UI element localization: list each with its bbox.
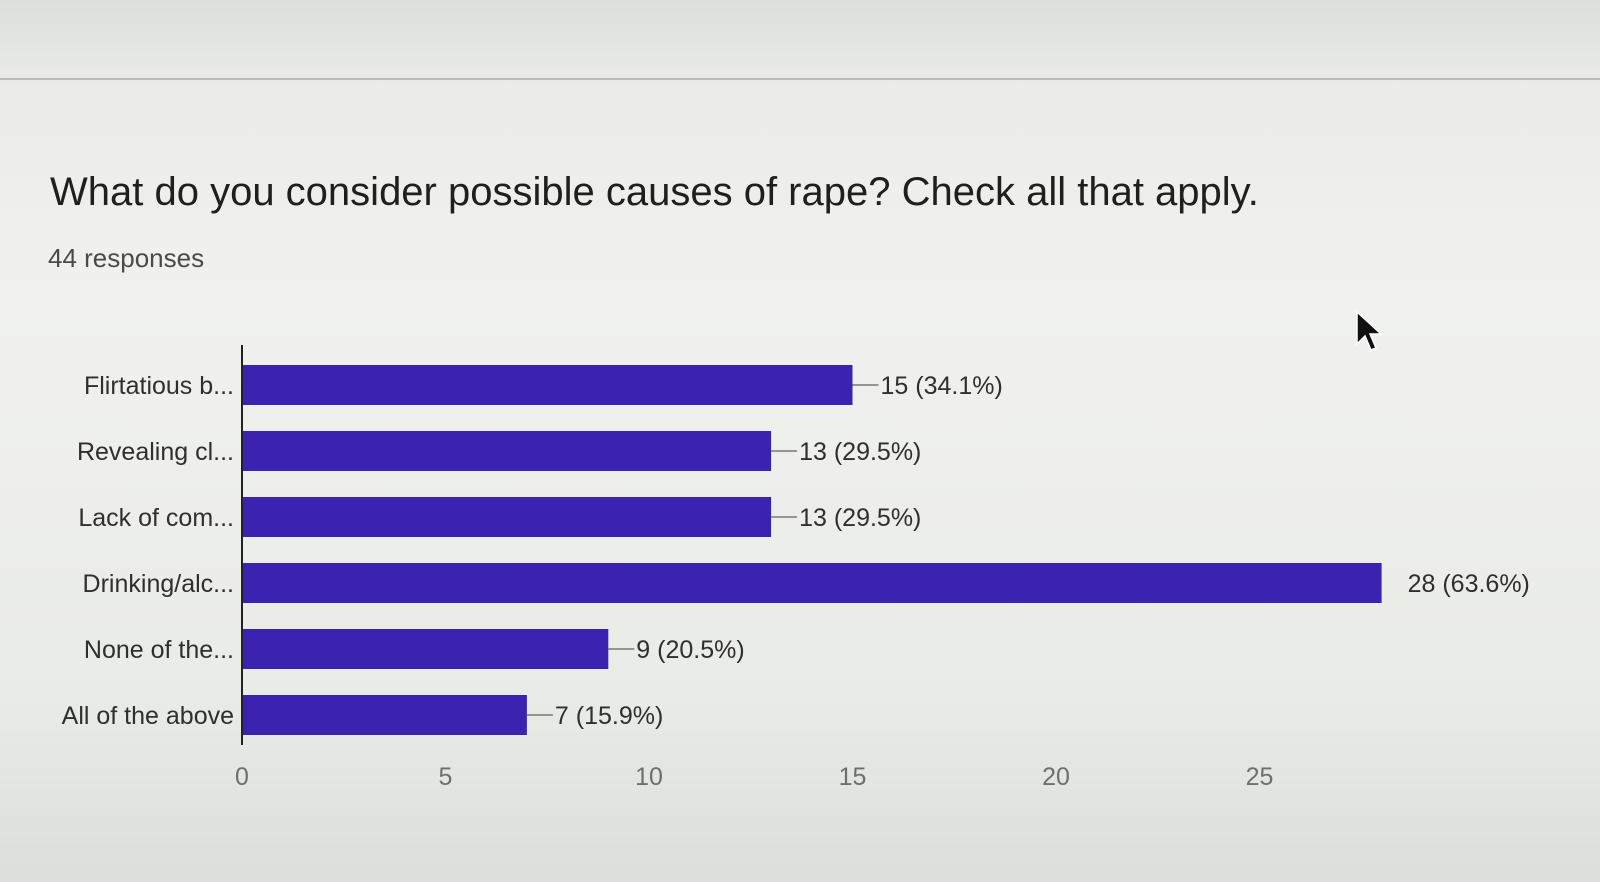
- response-count: 44 responses: [48, 243, 205, 273]
- chart-bar: [242, 629, 609, 669]
- category-label: Flirtatious b...: [84, 372, 234, 400]
- x-tick-label: 20: [1042, 763, 1070, 791]
- chart-bar: [242, 497, 772, 537]
- mouse-cursor-icon: [1356, 310, 1383, 351]
- category-label: Drinking/alc...: [83, 570, 234, 598]
- data-label: 28 (63.6%): [1408, 570, 1530, 598]
- x-tick-label: 10: [635, 763, 663, 791]
- chart-bar: [242, 695, 527, 735]
- data-label: 9 (20.5%): [636, 636, 744, 664]
- data-label: 7 (15.9%): [555, 702, 663, 730]
- category-label: Revealing cl...: [77, 438, 234, 466]
- question-title: What do you consider possible causes of …: [50, 170, 1259, 214]
- chart-bar: [242, 365, 853, 405]
- data-label: 13 (29.5%): [799, 438, 921, 466]
- category-label: All of the above: [62, 702, 234, 730]
- x-tick-label: 25: [1246, 763, 1274, 791]
- divider: [0, 78, 1600, 80]
- x-tick-label: 15: [839, 763, 867, 791]
- chart-bar: [242, 431, 772, 471]
- data-label: 15 (34.1%): [881, 372, 1003, 400]
- x-tick-label: 5: [439, 763, 453, 791]
- category-label: None of the...: [84, 636, 234, 664]
- chart-bar: [242, 563, 1382, 603]
- data-label: 13 (29.5%): [799, 504, 921, 532]
- category-label: Lack of com...: [78, 504, 234, 532]
- x-tick-label: 0: [235, 763, 249, 791]
